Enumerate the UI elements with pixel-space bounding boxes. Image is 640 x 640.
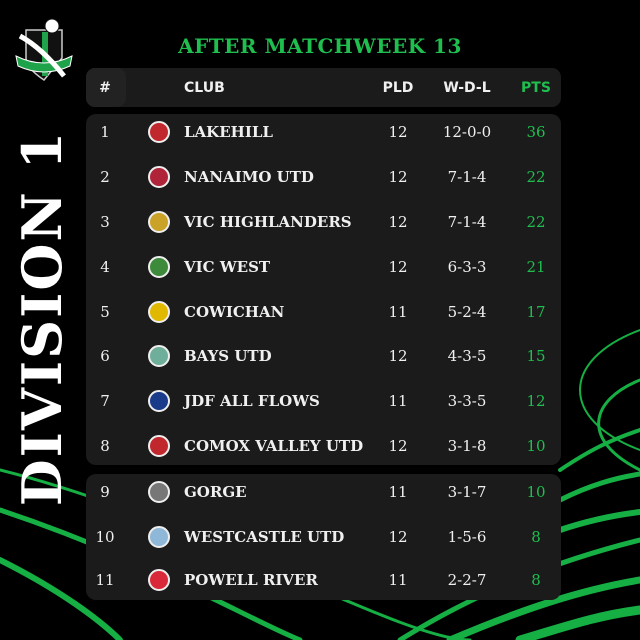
- division-label: DIVISION 1: [10, 129, 74, 507]
- club-badge-icon: [148, 481, 170, 503]
- rank: 5: [100, 303, 110, 321]
- played: 12: [388, 123, 408, 141]
- table-row: 9 GORGE 11 3-1-7 10: [86, 472, 561, 512]
- club-badge-icon: [148, 569, 170, 591]
- played: 11: [388, 392, 408, 410]
- win-draw-loss: 2-2-7: [447, 571, 487, 589]
- club-badge-icon: [148, 526, 170, 548]
- club-name: GORGE: [184, 483, 247, 501]
- rank: 8: [100, 437, 110, 455]
- header-pld: PLD: [382, 79, 414, 96]
- club-badge-icon: [148, 166, 170, 188]
- rank: 11: [95, 571, 115, 589]
- played: 12: [388, 168, 408, 186]
- points: 36: [526, 123, 546, 141]
- header-rank: #: [99, 79, 111, 96]
- club-name: JDF ALL FLOWS: [184, 392, 320, 410]
- table-row: 2 NANAIMO UTD 12 7-1-4 22: [86, 157, 561, 197]
- club-name: WESTCASTLE UTD: [184, 528, 345, 546]
- win-draw-loss: 5-2-4: [447, 303, 487, 321]
- points: 8: [531, 571, 541, 589]
- club-name: VIC WEST: [184, 258, 271, 276]
- table-header: # CLUB PLD W-D-L PTS: [86, 68, 561, 107]
- table-row: 7 JDF ALL FLOWS 11 3-3-5 12: [86, 381, 561, 421]
- played: 12: [388, 347, 408, 365]
- club-badge-icon: [148, 301, 170, 323]
- table-row: 4 VIC WEST 12 6-3-3 21: [86, 247, 561, 287]
- club-badge-icon: [148, 435, 170, 457]
- played: 12: [388, 528, 408, 546]
- table-row: 10 WESTCASTLE UTD 12 1-5-6 8: [86, 517, 561, 557]
- played: 11: [388, 303, 408, 321]
- club-name: VIC HIGHLANDERS: [184, 213, 352, 231]
- header-wdl: W-D-L: [443, 79, 491, 96]
- played: 11: [388, 483, 408, 501]
- win-draw-loss: 3-1-7: [447, 483, 487, 501]
- points: 21: [526, 258, 546, 276]
- table-row: 8 COMOX VALLEY UTD 12 3-1-8 10: [86, 426, 561, 466]
- rank: 2: [100, 168, 110, 186]
- club-badge-icon: [148, 256, 170, 278]
- page-title: AFTER MATCHWEEK 13: [178, 34, 462, 58]
- points: 15: [526, 347, 546, 365]
- points: 22: [526, 213, 546, 231]
- played: 12: [388, 213, 408, 231]
- points: 10: [526, 437, 546, 455]
- win-draw-loss: 6-3-3: [447, 258, 487, 276]
- visl-logo: [15, 18, 73, 82]
- win-draw-loss: 3-3-5: [447, 392, 487, 410]
- rank: 4: [100, 258, 110, 276]
- played: 12: [388, 258, 408, 276]
- table-row: 1 LAKEHILL 12 12-0-0 36: [86, 112, 561, 152]
- win-draw-loss: 4-3-5: [447, 347, 487, 365]
- club-badge-icon: [148, 211, 170, 233]
- rank: 7: [100, 392, 110, 410]
- win-draw-loss: 3-1-8: [447, 437, 487, 455]
- points: 17: [526, 303, 546, 321]
- club-badge-icon: [148, 345, 170, 367]
- rank: 6: [100, 347, 110, 365]
- table-row: 3 VIC HIGHLANDERS 12 7-1-4 22: [86, 202, 561, 242]
- header-club: CLUB: [184, 79, 225, 96]
- points: 22: [526, 168, 546, 186]
- club-name: POWELL RIVER: [184, 571, 318, 589]
- points: 10: [526, 483, 546, 501]
- table-row: 6 BAYS UTD 12 4-3-5 15: [86, 336, 561, 376]
- points: 8: [531, 528, 541, 546]
- club-badge-icon: [148, 121, 170, 143]
- win-draw-loss: 1-5-6: [447, 528, 487, 546]
- rank-header-box: [86, 68, 126, 107]
- win-draw-loss: 7-1-4: [447, 168, 487, 186]
- rank: 1: [100, 123, 110, 141]
- header-pts: PTS: [521, 79, 551, 96]
- rank: 3: [100, 213, 110, 231]
- rank: 9: [100, 483, 110, 501]
- win-draw-loss: 12-0-0: [442, 123, 492, 141]
- club-name: COWICHAN: [184, 303, 285, 321]
- points: 12: [526, 392, 546, 410]
- standings-panel-top: 1 LAKEHILL 12 12-0-0 36 2 NANAIMO UTD 12 …: [86, 114, 561, 465]
- rank: 10: [95, 528, 115, 546]
- table-row: 5 COWICHAN 11 5-2-4 17: [86, 292, 561, 332]
- club-name: COMOX VALLEY UTD: [184, 437, 364, 455]
- club-name: BAYS UTD: [184, 347, 272, 365]
- played: 11: [388, 571, 408, 589]
- club-badge-icon: [148, 390, 170, 412]
- table-row: 11 POWELL RIVER 11 2-2-7 8: [86, 560, 561, 600]
- club-name: NANAIMO UTD: [184, 168, 314, 186]
- club-name: LAKEHILL: [184, 123, 273, 141]
- win-draw-loss: 7-1-4: [447, 213, 487, 231]
- played: 12: [388, 437, 408, 455]
- standings-panel-bottom: 9 GORGE 11 3-1-7 10 10 WESTCASTLE UTD 12 …: [86, 474, 561, 600]
